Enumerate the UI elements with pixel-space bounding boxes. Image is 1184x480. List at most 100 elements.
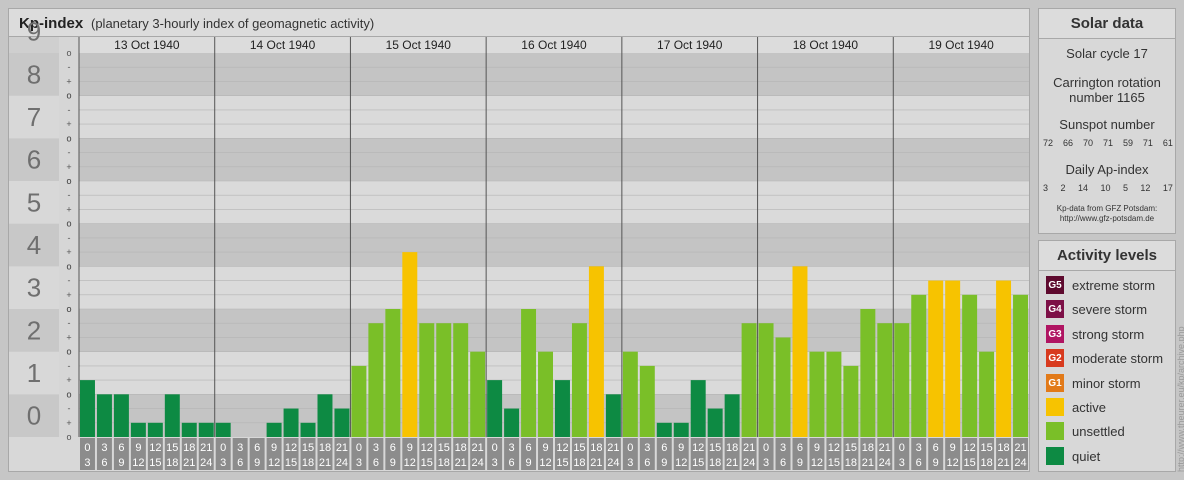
y-minor-tick: +	[66, 290, 71, 300]
interval-end-label: 9	[661, 457, 667, 469]
interval-start-label: 21	[472, 442, 484, 454]
legend-item-g4: G4 severe storm	[1046, 299, 1147, 319]
kp-band	[79, 96, 1029, 139]
legend-swatch-g1: G1	[1046, 374, 1064, 392]
interval-end-label: 6	[780, 457, 786, 469]
y-minor-tick: o	[66, 133, 71, 143]
y-minor-tick: o	[66, 176, 71, 186]
kp-bar	[572, 323, 587, 437]
sunspot-heading: Sunspot number	[1039, 117, 1175, 132]
kp-bar	[826, 352, 841, 437]
legend-label-g5: extreme storm	[1072, 278, 1155, 293]
y-minor-tick: +	[66, 332, 71, 342]
interval-start-label: 18	[862, 442, 874, 454]
y-minor-tick: -	[68, 318, 71, 328]
kp-bar	[267, 423, 282, 437]
interval-end-label: 15	[964, 457, 976, 469]
kp-bar	[640, 366, 655, 437]
interval-start-label: 3	[644, 442, 650, 454]
interval-start-label: 9	[407, 442, 413, 454]
kp-bar	[470, 352, 485, 437]
kp-bar	[674, 423, 689, 437]
interval-start-label: 18	[183, 442, 195, 454]
legend-label-g3: strong storm	[1072, 327, 1144, 342]
interval-start-label: 3	[373, 442, 379, 454]
interval-start-label: 9	[814, 442, 820, 454]
interval-start-label: 9	[950, 442, 956, 454]
kp-bar	[538, 352, 553, 437]
kp-bar	[776, 337, 791, 437]
interval-end-label: 12	[675, 457, 687, 469]
interval-end-label: 18	[302, 457, 314, 469]
y-tick-label: 3	[27, 273, 41, 303]
interval-start-label: 6	[118, 442, 124, 454]
legend-label-g2: moderate storm	[1072, 351, 1163, 366]
solar-data-heading: Solar data	[1039, 9, 1175, 39]
y-minor-tick: +	[66, 375, 71, 385]
y-minor-tick: -	[68, 105, 71, 115]
kp-bar	[843, 366, 858, 437]
kp-bar	[436, 323, 451, 437]
interval-end-label: 6	[237, 457, 243, 469]
interval-end-label: 21	[862, 457, 874, 469]
kp-bar	[148, 423, 163, 437]
interval-start-label: 6	[661, 442, 667, 454]
interval-start-label: 0	[627, 442, 633, 454]
interval-start-label: 0	[763, 442, 769, 454]
ap-value: 3	[1043, 183, 1048, 193]
interval-start-label: 6	[254, 442, 260, 454]
interval-end-label: 15	[421, 457, 433, 469]
y-tick-label: 2	[27, 315, 41, 345]
kp-bar	[979, 352, 994, 437]
kp-bar	[945, 281, 960, 437]
kp-bar	[809, 352, 824, 437]
y-tick-label: 9	[27, 17, 41, 47]
interval-end-label: 3	[220, 457, 226, 469]
interval-start-label: 3	[916, 442, 922, 454]
interval-end-label: 9	[254, 457, 260, 469]
kp-bar	[996, 281, 1011, 437]
interval-start-label: 12	[964, 442, 976, 454]
interval-end-label: 24	[336, 457, 348, 469]
interval-end-label: 12	[947, 457, 959, 469]
y-minor-tick: o	[66, 91, 71, 101]
day-label: 16 Oct 1940	[521, 38, 587, 52]
kp-bar	[860, 309, 875, 437]
interval-start-label: 18	[726, 442, 738, 454]
interval-end-label: 21	[726, 457, 738, 469]
interval-start-label: 21	[200, 442, 212, 454]
legend-label-quiet: quiet	[1072, 449, 1100, 464]
kp-bar	[725, 394, 740, 437]
y-minor-tick: +	[66, 119, 71, 129]
kp-bar	[589, 266, 604, 437]
kp-index-panel: Kp-index (planetary 3-hourly index of ge…	[8, 8, 1030, 472]
legend-label-unsettled: unsettled	[1072, 424, 1125, 439]
interval-start-label: 15	[302, 442, 314, 454]
interval-start-label: 9	[678, 442, 684, 454]
activity-levels-heading: Activity levels	[1039, 241, 1175, 271]
kp-bar	[80, 380, 95, 437]
y-minor-tick: -	[68, 148, 71, 158]
kp-bar	[555, 380, 570, 437]
ap-value: 5	[1123, 183, 1128, 193]
kp-bar	[368, 323, 383, 437]
kp-bar	[165, 394, 180, 437]
kp-bar	[284, 409, 299, 437]
kp-bar	[487, 380, 502, 437]
interval-end-label: 24	[743, 457, 755, 469]
kp-band	[79, 224, 1029, 267]
y-minor-tick: o	[66, 389, 71, 399]
interval-end-label: 21	[455, 457, 467, 469]
y-minor-tick: -	[68, 276, 71, 286]
interval-start-label: 18	[997, 442, 1009, 454]
kp-bar	[928, 281, 943, 437]
y-minor-tick: -	[68, 62, 71, 72]
kp-bar	[453, 323, 468, 437]
legend-swatch-g5: G5	[1046, 276, 1064, 294]
interval-end-label: 18	[573, 457, 585, 469]
kp-bar	[894, 323, 909, 437]
solar-data-panel: Solar data Solar cycle 17 Carrington rot…	[1038, 8, 1176, 234]
interval-end-label: 18	[438, 457, 450, 469]
ap-values: 3 2 14 10 5 12 17	[1043, 183, 1173, 193]
kp-bar	[216, 423, 231, 437]
